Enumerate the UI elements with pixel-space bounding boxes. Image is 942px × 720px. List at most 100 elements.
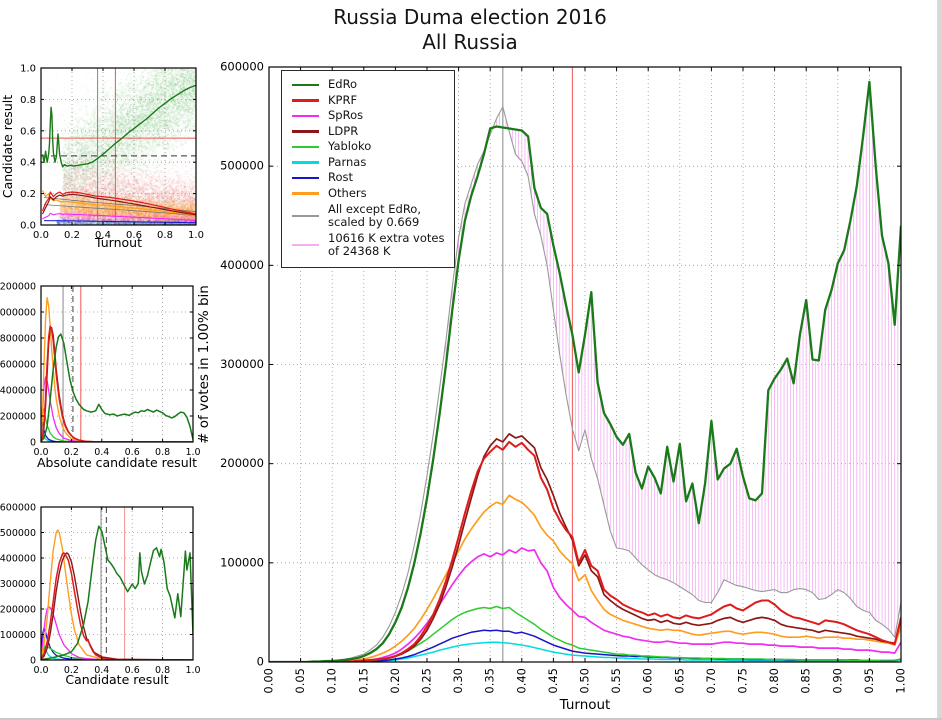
- svg-text:0.70: 0.70: [704, 668, 718, 694]
- title-line1: Russia Duma election 2016: [333, 5, 607, 29]
- legend-swatch: [292, 244, 319, 246]
- svg-text:0.4: 0.4: [94, 665, 109, 676]
- legend-swatch: [292, 176, 319, 180]
- legend-label: 10616 K extra votes of 24368 K: [328, 230, 445, 259]
- svg-text:0.55: 0.55: [609, 668, 623, 694]
- svg-text:300000: 300000: [220, 357, 264, 371]
- legend-entry: EdRo: [290, 77, 444, 92]
- legend-entry: 10616 K extra votes of 24368 K: [290, 230, 445, 259]
- ylabel-main: # of votes in 1.00% bin: [196, 285, 212, 444]
- svg-text:600000: 600000: [0, 360, 36, 371]
- svg-text:0.85: 0.85: [799, 668, 813, 694]
- svg-text:0: 0: [30, 656, 36, 667]
- svg-text:0.25: 0.25: [420, 668, 434, 694]
- chart-main: 0.00 0.05 0.10 0.15 0.20 0.25 0.30 0.35 0.40 0.45…: [196, 60, 908, 714]
- svg-text:0.75: 0.75: [736, 668, 750, 694]
- legend-label: Rost: [328, 170, 354, 185]
- svg-text:1000000: 1000000: [0, 308, 36, 319]
- svg-text:0: 0: [257, 655, 264, 669]
- legend-label: LDPR: [328, 123, 359, 138]
- legend-entry: LDPR: [290, 123, 444, 139]
- legend-swatch: [292, 192, 319, 195]
- svg-text:0.4: 0.4: [20, 158, 36, 169]
- legend-label: SpRos: [328, 108, 364, 123]
- legend-swatch: [292, 130, 319, 133]
- svg-text:0.80: 0.80: [767, 668, 781, 694]
- extra-votes-hatch: [445, 81, 901, 638]
- window-edge-right: [937, 0, 942, 720]
- svg-text:0.65: 0.65: [672, 668, 686, 694]
- legend-label: Parnas: [328, 154, 367, 169]
- series-line-edro: [269, 80, 901, 662]
- svg-text:0.2: 0.2: [64, 665, 79, 676]
- svg-text:400000: 400000: [220, 258, 264, 272]
- series-line-spros-mean: [42, 212, 196, 222]
- svg-text:0.10: 0.10: [325, 668, 339, 694]
- svg-text:0.0: 0.0: [33, 665, 48, 676]
- grid-hist_res: [40, 506, 194, 661]
- svg-text:0.0: 0.0: [20, 221, 36, 232]
- svg-text:200000: 200000: [0, 605, 36, 616]
- series-line-edro: [41, 525, 193, 660]
- series-hist_res: [41, 525, 193, 660]
- series-line-rost: [41, 420, 193, 442]
- svg-text:0.35: 0.35: [483, 668, 497, 694]
- legend-entry: Yabloko: [290, 140, 444, 154]
- series-line-rost-mean: [44, 220, 196, 224]
- legend-label: Yabloko: [328, 139, 372, 154]
- svg-text:0.30: 0.30: [451, 668, 465, 694]
- svg-text:100000: 100000: [220, 555, 264, 569]
- series-line-kprf-mean: [41, 191, 196, 215]
- series-line-edro-mean: [41, 84, 196, 168]
- figure-title: Russia Duma election 2016 All Russia: [120, 5, 820, 55]
- legend-swatch: [292, 114, 319, 118]
- ticks-scatter: 0.0 0.2 0.4 0.6 0.8 1.0 0.0 0.2 0.4 0.6 0.8 1.0: [20, 64, 204, 242]
- series-main: [269, 80, 901, 662]
- svg-text:0.2: 0.2: [64, 447, 79, 458]
- svg-text:1.0: 1.0: [185, 447, 200, 458]
- svg-text:0.6: 0.6: [126, 230, 142, 241]
- svg-text:0.2: 0.2: [20, 189, 36, 200]
- svg-text:0.8: 0.8: [155, 447, 170, 458]
- svg-text:0.50: 0.50: [578, 668, 592, 694]
- series-line-others-mean: [41, 190, 196, 216]
- svg-text:300000: 300000: [0, 579, 36, 590]
- ticks-hist_abs: 0.0 0.2 0.4 0.6 0.8 1.0 0 200000 400000 600000 800…: [0, 282, 201, 459]
- plot-frame: [40, 67, 197, 226]
- legend-entry: SpRos: [290, 109, 444, 123]
- svg-text:800000: 800000: [0, 334, 36, 345]
- series-line-parnas: [269, 641, 901, 662]
- legend-swatch: [292, 161, 319, 164]
- chart-hist_res: 0.0 0.2 0.4 0.6 0.8 1.0 0 100000 200000 300000 400…: [0, 503, 201, 688]
- svg-text:100000: 100000: [0, 630, 36, 641]
- svg-text:500000: 500000: [0, 528, 36, 539]
- svg-text:1.0: 1.0: [188, 230, 204, 241]
- legend-label: All except EdRo, scaled by 0.669: [328, 201, 421, 230]
- legend-entry: Others: [290, 185, 444, 201]
- series-line-kprf: [269, 440, 901, 662]
- svg-text:0.4: 0.4: [95, 230, 111, 241]
- ylabel-scatter: Candidate result: [0, 95, 15, 198]
- svg-text:200000: 200000: [0, 412, 36, 423]
- xlabel-scatter: Turnout: [94, 235, 142, 250]
- svg-text:0.20: 0.20: [388, 668, 402, 694]
- window-edge-bottom: [0, 718, 942, 720]
- series-line-all-except-edro-scaled-by-0-669: [269, 106, 901, 662]
- legend-label: Others: [328, 185, 367, 200]
- legend-label: KPRF: [328, 92, 358, 107]
- legend-swatch: [292, 99, 319, 102]
- xlabel-hist_res: Candidate result: [65, 672, 168, 687]
- legend-swatch: [292, 145, 319, 149]
- svg-text:600000: 600000: [220, 60, 264, 74]
- svg-text:0.90: 0.90: [830, 668, 844, 694]
- series-line-edro: [41, 333, 193, 442]
- svg-text:0.45: 0.45: [546, 668, 560, 694]
- chart-hist_abs: 0.0 0.2 0.4 0.6 0.8 1.0 0 200000 400000 600000 800…: [0, 282, 201, 471]
- legend-entry: Parnas: [290, 154, 444, 170]
- svg-text:400000: 400000: [0, 554, 36, 565]
- svg-text:0.0: 0.0: [33, 447, 48, 458]
- svg-text:0.8: 0.8: [20, 95, 36, 106]
- series-line-others: [41, 529, 193, 660]
- legend-label: EdRo: [328, 77, 358, 91]
